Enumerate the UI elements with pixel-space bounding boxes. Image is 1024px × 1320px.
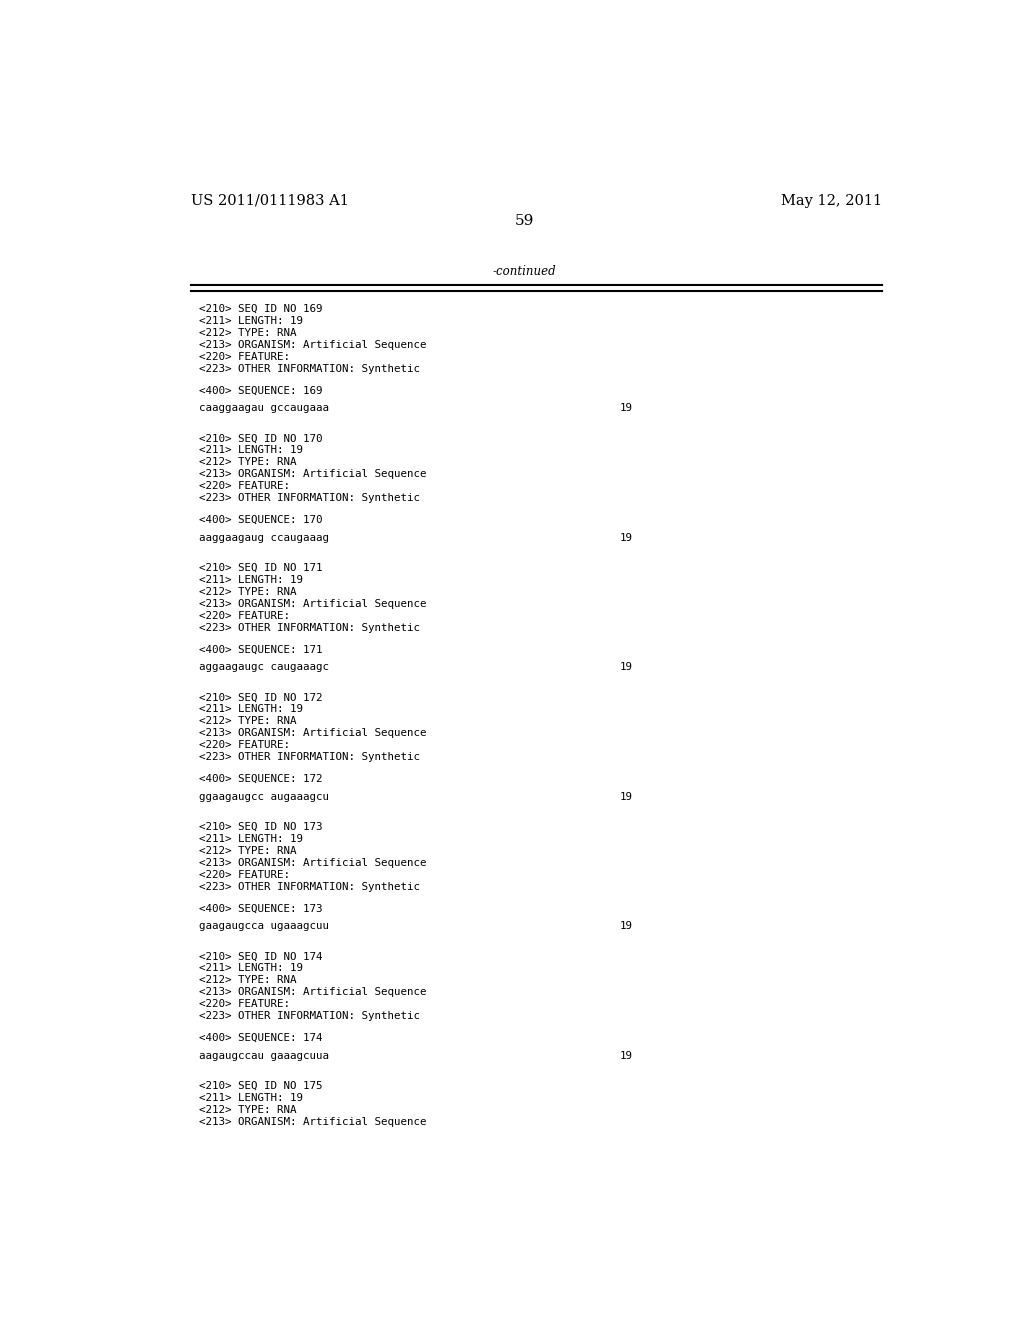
Text: <212> TYPE: RNA: <212> TYPE: RNA <box>200 975 297 986</box>
Text: <220> FEATURE:: <220> FEATURE: <box>200 482 291 491</box>
Text: <211> LENGTH: 19: <211> LENGTH: 19 <box>200 964 303 973</box>
Text: <220> FEATURE:: <220> FEATURE: <box>200 351 291 362</box>
Text: caaggaagau gccaugaaa: caaggaagau gccaugaaa <box>200 404 330 413</box>
Text: <211> LENGTH: 19: <211> LENGTH: 19 <box>200 574 303 585</box>
Text: <210> SEQ ID NO 170: <210> SEQ ID NO 170 <box>200 433 323 444</box>
Text: <210> SEQ ID NO 169: <210> SEQ ID NO 169 <box>200 304 323 314</box>
Text: <210> SEQ ID NO 175: <210> SEQ ID NO 175 <box>200 1081 323 1090</box>
Text: -continued: -continued <box>493 265 557 279</box>
Text: <211> LENGTH: 19: <211> LENGTH: 19 <box>200 445 303 455</box>
Text: <213> ORGANISM: Artificial Sequence: <213> ORGANISM: Artificial Sequence <box>200 987 427 998</box>
Text: <223> OTHER INFORMATION: Synthetic: <223> OTHER INFORMATION: Synthetic <box>200 494 421 503</box>
Text: <223> OTHER INFORMATION: Synthetic: <223> OTHER INFORMATION: Synthetic <box>200 623 421 632</box>
Text: <213> ORGANISM: Artificial Sequence: <213> ORGANISM: Artificial Sequence <box>200 469 427 479</box>
Text: US 2011/0111983 A1: US 2011/0111983 A1 <box>191 194 349 209</box>
Text: <212> TYPE: RNA: <212> TYPE: RNA <box>200 587 297 597</box>
Text: <212> TYPE: RNA: <212> TYPE: RNA <box>200 1105 297 1115</box>
Text: <400> SEQUENCE: 174: <400> SEQUENCE: 174 <box>200 1034 323 1043</box>
Text: <211> LENGTH: 19: <211> LENGTH: 19 <box>200 705 303 714</box>
Text: <212> TYPE: RNA: <212> TYPE: RNA <box>200 457 297 467</box>
Text: <400> SEQUENCE: 172: <400> SEQUENCE: 172 <box>200 774 323 784</box>
Text: <212> TYPE: RNA: <212> TYPE: RNA <box>200 846 297 855</box>
Text: <212> TYPE: RNA: <212> TYPE: RNA <box>200 327 297 338</box>
Text: <210> SEQ ID NO 172: <210> SEQ ID NO 172 <box>200 692 323 702</box>
Text: <213> ORGANISM: Artificial Sequence: <213> ORGANISM: Artificial Sequence <box>200 858 427 867</box>
Text: <223> OTHER INFORMATION: Synthetic: <223> OTHER INFORMATION: Synthetic <box>200 882 421 892</box>
Text: 19: 19 <box>620 404 633 413</box>
Text: <400> SEQUENCE: 171: <400> SEQUENCE: 171 <box>200 644 323 655</box>
Text: <220> FEATURE:: <220> FEATURE: <box>200 999 291 1010</box>
Text: <213> ORGANISM: Artificial Sequence: <213> ORGANISM: Artificial Sequence <box>200 339 427 350</box>
Text: <210> SEQ ID NO 173: <210> SEQ ID NO 173 <box>200 822 323 832</box>
Text: 59: 59 <box>515 214 535 228</box>
Text: aaggaagaug ccaugaaag: aaggaagaug ccaugaaag <box>200 533 330 543</box>
Text: <223> OTHER INFORMATION: Synthetic: <223> OTHER INFORMATION: Synthetic <box>200 1011 421 1022</box>
Text: <213> ORGANISM: Artificial Sequence: <213> ORGANISM: Artificial Sequence <box>200 599 427 609</box>
Text: <210> SEQ ID NO 171: <210> SEQ ID NO 171 <box>200 562 323 573</box>
Text: 19: 19 <box>620 1051 633 1061</box>
Text: <211> LENGTH: 19: <211> LENGTH: 19 <box>200 315 303 326</box>
Text: <400> SEQUENCE: 170: <400> SEQUENCE: 170 <box>200 515 323 525</box>
Text: 19: 19 <box>620 533 633 543</box>
Text: <220> FEATURE:: <220> FEATURE: <box>200 611 291 620</box>
Text: <223> OTHER INFORMATION: Synthetic: <223> OTHER INFORMATION: Synthetic <box>200 752 421 763</box>
Text: <212> TYPE: RNA: <212> TYPE: RNA <box>200 717 297 726</box>
Text: <211> LENGTH: 19: <211> LENGTH: 19 <box>200 1093 303 1104</box>
Text: <211> LENGTH: 19: <211> LENGTH: 19 <box>200 834 303 843</box>
Text: aggaagaugc caugaaagc: aggaagaugc caugaaagc <box>200 663 330 672</box>
Text: <220> FEATURE:: <220> FEATURE: <box>200 741 291 750</box>
Text: <400> SEQUENCE: 173: <400> SEQUENCE: 173 <box>200 903 323 913</box>
Text: <223> OTHER INFORMATION: Synthetic: <223> OTHER INFORMATION: Synthetic <box>200 364 421 374</box>
Text: <220> FEATURE:: <220> FEATURE: <box>200 870 291 880</box>
Text: ggaagaugcc augaaagcu: ggaagaugcc augaaagcu <box>200 792 330 801</box>
Text: <210> SEQ ID NO 174: <210> SEQ ID NO 174 <box>200 952 323 961</box>
Text: 19: 19 <box>620 663 633 672</box>
Text: gaagaugcca ugaaagcuu: gaagaugcca ugaaagcuu <box>200 921 330 932</box>
Text: <213> ORGANISM: Artificial Sequence: <213> ORGANISM: Artificial Sequence <box>200 729 427 738</box>
Text: <400> SEQUENCE: 169: <400> SEQUENCE: 169 <box>200 385 323 395</box>
Text: aagaugccau gaaagcuua: aagaugccau gaaagcuua <box>200 1051 330 1061</box>
Text: 19: 19 <box>620 792 633 801</box>
Text: 19: 19 <box>620 921 633 932</box>
Text: <213> ORGANISM: Artificial Sequence: <213> ORGANISM: Artificial Sequence <box>200 1117 427 1127</box>
Text: May 12, 2011: May 12, 2011 <box>780 194 882 209</box>
